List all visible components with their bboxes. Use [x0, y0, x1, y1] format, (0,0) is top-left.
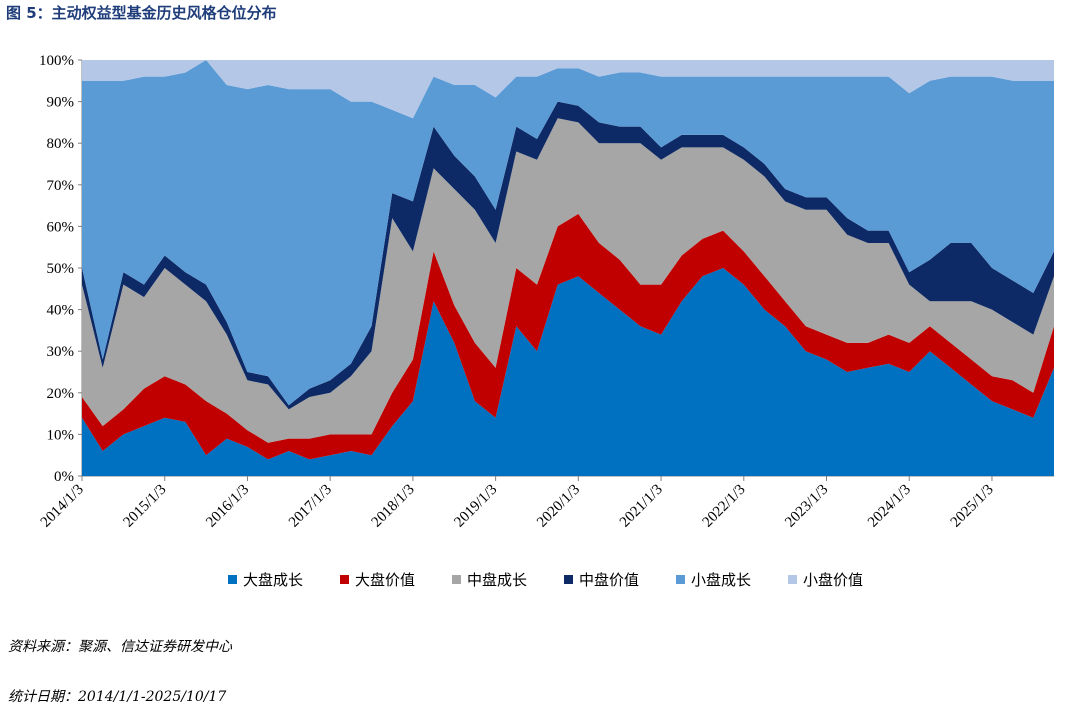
y-tick-label: 60% [47, 219, 75, 235]
x-tick-label: 2017/1/3 [286, 482, 335, 531]
legend-swatch [452, 575, 461, 584]
x-tick-label: 2020/1/3 [534, 482, 583, 531]
legend-swatch [788, 575, 797, 584]
y-tick-label: 50% [47, 261, 75, 277]
legend-label: 大盘价值 [355, 571, 415, 589]
area-series-3 [82, 118, 1054, 443]
x-tick-label: 2014/1/3 [38, 482, 87, 531]
chart-series-areas [82, 60, 1054, 476]
x-axis-ticks: 2014/1/3 2015/1/3 2016/1/3 2017/1/3 2018/1/3… [38, 476, 997, 531]
legend-swatch [676, 575, 685, 584]
legend-swatch [564, 575, 573, 584]
legend-label: 小盘成长 [691, 571, 751, 589]
y-axis-ticks: 0% 10% 20% 30% 40% 50% 60% 70% 80% 90% 100% [39, 53, 82, 485]
x-tick-label: 2025/1/3 [948, 482, 997, 531]
legend-swatch [340, 575, 349, 584]
area-series-6 [82, 60, 1054, 119]
area-series-1 [82, 268, 1054, 476]
y-tick-label: 10% [47, 427, 75, 443]
legend-label: 小盘价值 [803, 571, 863, 589]
y-tick-label: 100% [39, 53, 74, 69]
y-tick-label: 30% [47, 344, 75, 360]
x-tick-label: 2023/1/3 [782, 482, 831, 531]
y-tick-label: 90% [47, 95, 75, 111]
chart-legend: 大盘成长 大盘价值 中盘成长 中盘价值 小盘成长 小盘价值 [228, 571, 863, 589]
figure-title: 图 5：主动权益型基金历史风格仓位分布 [6, 4, 277, 22]
y-tick-label: 40% [47, 303, 75, 319]
x-tick-label: 2018/1/3 [369, 482, 418, 531]
area-series-2 [82, 213, 1054, 460]
legend-label: 大盘成长 [243, 571, 303, 589]
y-tick-label: 0% [54, 469, 74, 485]
legend-label: 中盘价值 [579, 571, 639, 589]
x-tick-label: 2024/1/3 [865, 482, 914, 531]
x-tick-label: 2022/1/3 [700, 482, 749, 531]
y-tick-label: 80% [47, 136, 75, 152]
source-note: 资料来源：聚源、信达证券研发中心 [8, 639, 232, 655]
y-tick-label: 20% [47, 386, 75, 402]
x-tick-label: 2019/1/3 [451, 482, 500, 531]
x-tick-label: 2021/1/3 [617, 482, 666, 531]
x-tick-label: 2016/1/3 [203, 482, 252, 531]
area-series-5 [82, 60, 1054, 406]
legend-label: 中盘成长 [467, 571, 527, 589]
date-note: 统计日期：2014/1/1-2025/10/17 [8, 689, 227, 705]
x-tick-label: 2015/1/3 [121, 482, 170, 531]
legend-swatch [228, 575, 237, 584]
y-tick-label: 70% [47, 178, 75, 194]
